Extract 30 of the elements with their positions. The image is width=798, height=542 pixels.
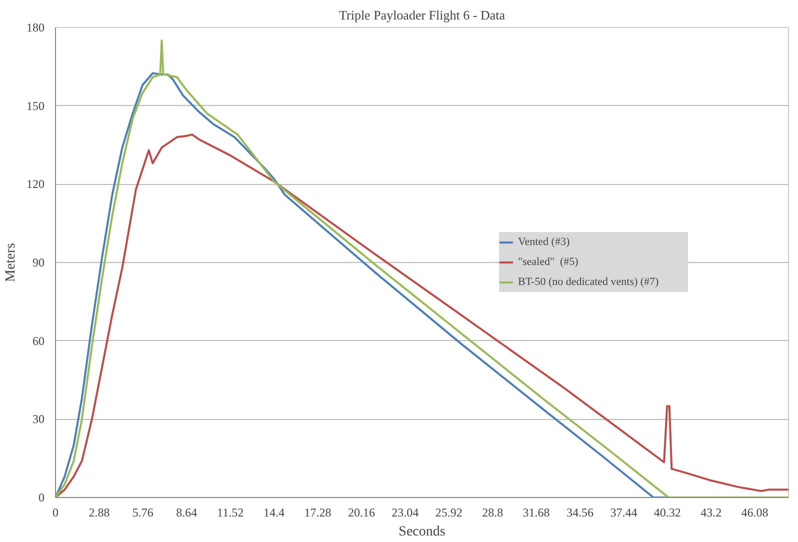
- x-tick-label: 37.44: [610, 506, 638, 520]
- x-tick-label: 23.04: [392, 506, 419, 520]
- x-tick-label: 46.08: [741, 506, 768, 520]
- x-axis-title: Seconds: [398, 524, 446, 540]
- y-tick-label: 120: [26, 177, 44, 192]
- legend-label: BT-50 (no dedicated vents) (#7): [518, 276, 660, 288]
- x-tick-label: 14.4: [264, 506, 285, 520]
- y-tick-label: 60: [32, 334, 44, 348]
- x-tick-label: 8.64: [176, 506, 198, 520]
- x-tick-label: 31.68: [522, 506, 550, 520]
- x-tick-label: 2.88: [88, 506, 110, 520]
- legend-label: "sealed" (#5): [518, 256, 580, 268]
- x-tick-label: 5.76: [132, 506, 154, 520]
- y-tick-label: 180: [26, 20, 44, 34]
- legend-label: Vented (#3): [518, 236, 571, 248]
- y-tick-label: 0: [38, 490, 44, 504]
- x-tick-label: 34.56: [566, 506, 594, 520]
- x-tick-label: 28.8: [482, 506, 504, 520]
- x-tick-label: 11.52: [217, 506, 244, 520]
- y-tick-label: 90: [32, 256, 44, 270]
- x-tick-label: 20.16: [348, 506, 375, 520]
- chart-title: Triple Payloader Flight 6 - Data: [339, 8, 506, 22]
- y-axis-title: Meters: [4, 243, 18, 282]
- x-tick-label: 0: [52, 506, 58, 520]
- y-tick-label: 30: [32, 412, 44, 426]
- x-tick-label: 43.2: [700, 506, 722, 520]
- y-tick-label: 150: [26, 98, 44, 113]
- x-tick-label: 40.32: [654, 506, 681, 520]
- x-tick-label: 25.92: [435, 506, 462, 520]
- x-tick-label: 17.28: [304, 506, 332, 520]
